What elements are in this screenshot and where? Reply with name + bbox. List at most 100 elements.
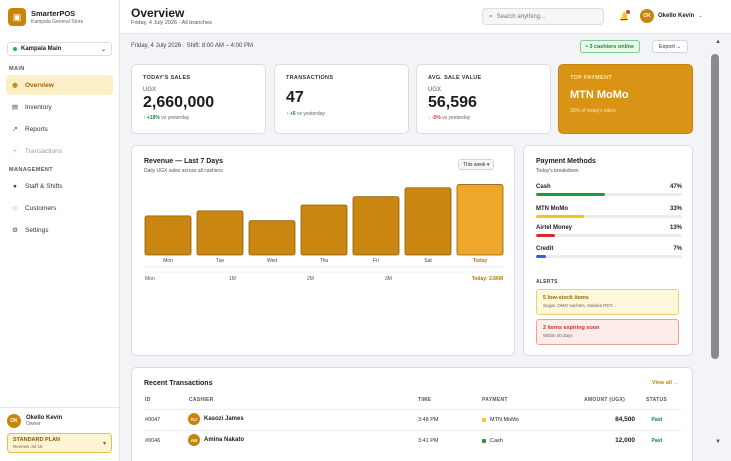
scroll-down-icon[interactable]: ▼ bbox=[715, 439, 721, 445]
card-title: Payment Methods bbox=[536, 158, 596, 165]
tx-cashier: KJ Kasozi James bbox=[188, 413, 244, 425]
card-title: Recent Transactions bbox=[144, 380, 213, 387]
plan-title: STANDARD PLAN bbox=[13, 437, 60, 443]
chevron-down-icon: ⌄ bbox=[100, 46, 106, 53]
customers-icon: ○ bbox=[13, 204, 17, 212]
today-total-label: Today: 2.66M bbox=[472, 276, 503, 282]
axis-tick: 1M bbox=[229, 276, 236, 282]
vertical-scrollbar[interactable]: ▲ ▼ bbox=[706, 34, 731, 461]
sidebar-item-customers[interactable]: ○ Customers bbox=[6, 198, 113, 218]
bar-sat[interactable] bbox=[404, 187, 452, 256]
scroll-up-icon[interactable]: ▲ bbox=[715, 39, 721, 45]
alert-detail: Sugar, OMO sachets, Malaria RDT... bbox=[543, 303, 616, 308]
table-row[interactable]: #0047 KJ Kasozi James 3:48 PM MTN MoMo 8… bbox=[144, 409, 681, 430]
export-button[interactable]: Export ⌄ bbox=[652, 40, 689, 53]
shift-info: Friday, 4 July 2026 · Shift: 8:00 AM – 4… bbox=[131, 43, 253, 49]
payment-method-name: Cash bbox=[536, 184, 551, 190]
bar-mon[interactable] bbox=[144, 215, 192, 256]
sidebar-item-overview[interactable]: ◉ Overview bbox=[6, 75, 113, 95]
progress-track bbox=[536, 234, 682, 237]
user-profile[interactable]: OK Okello Kevin Owner bbox=[7, 414, 112, 428]
scrollbar-thumb[interactable] bbox=[711, 54, 719, 359]
payment-method-row: Cash 47% bbox=[536, 184, 682, 196]
payment-method: Cash bbox=[490, 438, 503, 444]
axis-tick: 2M bbox=[307, 276, 314, 282]
avatar: KJ bbox=[188, 413, 200, 425]
progress-track bbox=[536, 215, 682, 218]
user-name: Okello Kevin bbox=[658, 13, 695, 19]
tx-id: #0047 bbox=[145, 417, 161, 423]
chart-title: Revenue — Last 7 Days bbox=[144, 158, 223, 165]
cashier-name: Kasozi James bbox=[204, 416, 244, 422]
range-select[interactable]: This week ▾ bbox=[458, 159, 495, 170]
notifications-button[interactable]: 🔔 bbox=[617, 9, 631, 23]
branch-name: Kampala Main bbox=[21, 46, 62, 52]
table-row[interactable]: #0046 AN Amina Nakato 3:41 PM Cash 12,00… bbox=[144, 430, 681, 451]
sidebar-item-inventory[interactable]: ▤ Inventory bbox=[6, 97, 113, 117]
app-name: SmarterPOS bbox=[31, 9, 76, 18]
bar-wed[interactable] bbox=[248, 220, 296, 256]
tx-time: 3:48 PM bbox=[418, 417, 439, 423]
bar-today[interactable] bbox=[456, 184, 504, 256]
bar-tue[interactable] bbox=[196, 210, 244, 256]
brand: ▣ SmarterPOS Kampala General Store bbox=[0, 0, 119, 34]
progress-track bbox=[536, 255, 682, 258]
kpi-card-top-payment: TOP PAYMENT MTN MoMo 33% of today's sale… bbox=[558, 64, 693, 134]
sidebar-item-staff[interactable]: ● Staff & Shifts bbox=[6, 176, 113, 196]
plan-card[interactable]: STANDARD PLAN Renews Jul 15 ▾ bbox=[7, 433, 112, 453]
bar-thu[interactable] bbox=[300, 204, 348, 256]
sidebar-item-reports[interactable]: ↗ Reports bbox=[6, 119, 113, 139]
kpi-value: MTN MoMo bbox=[570, 89, 629, 101]
sidebar-item-label: Customers bbox=[25, 204, 57, 212]
user-menu[interactable]: OK Okello Kevin ⌄ bbox=[640, 9, 703, 23]
kpi-delta-note: vs yesterday bbox=[161, 115, 190, 121]
progress-fill bbox=[536, 255, 547, 258]
cashiers-online-badge[interactable]: • 3 cashiers online bbox=[580, 40, 641, 53]
sidebar-item-label: Reports bbox=[25, 125, 48, 133]
bar-label-wed: Wed bbox=[267, 258, 277, 264]
kpi-value: 56,596 bbox=[428, 94, 477, 111]
sidebar-item-label: Staff & Shifts bbox=[25, 182, 63, 190]
bell-icon: 🔔 bbox=[619, 11, 629, 21]
reports-icon: ↗ bbox=[12, 126, 18, 133]
plan-renewal: Renews Jul 15 bbox=[13, 444, 43, 449]
sidebar-item-settings[interactable]: ⚙ Settings bbox=[6, 220, 113, 240]
column-header: STATUS bbox=[646, 397, 668, 403]
top-header: Overview Friday, 4 July 2026 · All branc… bbox=[120, 0, 731, 34]
search-input[interactable]: ⌕ Search anything... bbox=[482, 8, 604, 25]
staff-icon: ● bbox=[13, 182, 17, 190]
payment-method: MTN MoMo bbox=[490, 417, 519, 423]
payment-method-name: Credit bbox=[536, 246, 554, 252]
alerts-label: ALERTS bbox=[536, 279, 558, 285]
column-header: CASHIER bbox=[189, 397, 214, 403]
bar-label-sat: Sat bbox=[424, 258, 432, 264]
alert-title: 5 low-stock items bbox=[543, 295, 589, 301]
view-all-link[interactable]: View all → bbox=[651, 380, 679, 386]
tx-amount: 12,000 bbox=[615, 437, 635, 444]
payment-method-name: MTN MoMo bbox=[536, 206, 568, 212]
progress-fill bbox=[536, 234, 555, 237]
bar-fri[interactable] bbox=[352, 196, 400, 256]
branch-selector[interactable]: Kampala Main ⌄ bbox=[7, 42, 112, 56]
alert-low-stock[interactable]: 5 low-stock items Sugar, OMO sachets, Ma… bbox=[536, 289, 679, 315]
status-badge: Paid bbox=[651, 438, 662, 444]
sidebar-item-transactions[interactable]: + Transactions bbox=[6, 141, 113, 161]
avatar: AN bbox=[188, 434, 200, 446]
payment-method-pct: 47% bbox=[669, 184, 682, 190]
alert-expiring[interactable]: 2 items expiring soon Within 30 days bbox=[536, 319, 679, 345]
payment-method-head: Airtel Money 13% bbox=[536, 225, 682, 231]
transactions-icon: + bbox=[13, 147, 17, 155]
payment-method-pct: 13% bbox=[669, 225, 682, 231]
progress-fill bbox=[536, 215, 585, 218]
tx-cashier: AN Amina Nakato bbox=[188, 434, 244, 446]
bar-label-mon: Mon bbox=[163, 258, 173, 264]
settings-icon: ⚙ bbox=[12, 227, 18, 234]
section-label-management: MANAGEMENT bbox=[9, 167, 54, 173]
kpi-card-avg-sale: AVG. SALE VALUE UGX 56,596 ↓ -5% vs yest… bbox=[416, 64, 551, 134]
kpi-label: AVG. SALE VALUE bbox=[428, 75, 482, 81]
cashier-name: Amina Nakato bbox=[204, 437, 245, 443]
main-content: Friday, 4 July 2026 · Shift: 8:00 AM – 4… bbox=[120, 34, 706, 461]
kpi-delta: ↑ +18% vs yesterday bbox=[143, 115, 189, 121]
kpi-subtext: 33% of today's sales bbox=[570, 108, 616, 114]
page-subtitle: Friday, 4 July 2026 · All branches bbox=[131, 20, 212, 26]
